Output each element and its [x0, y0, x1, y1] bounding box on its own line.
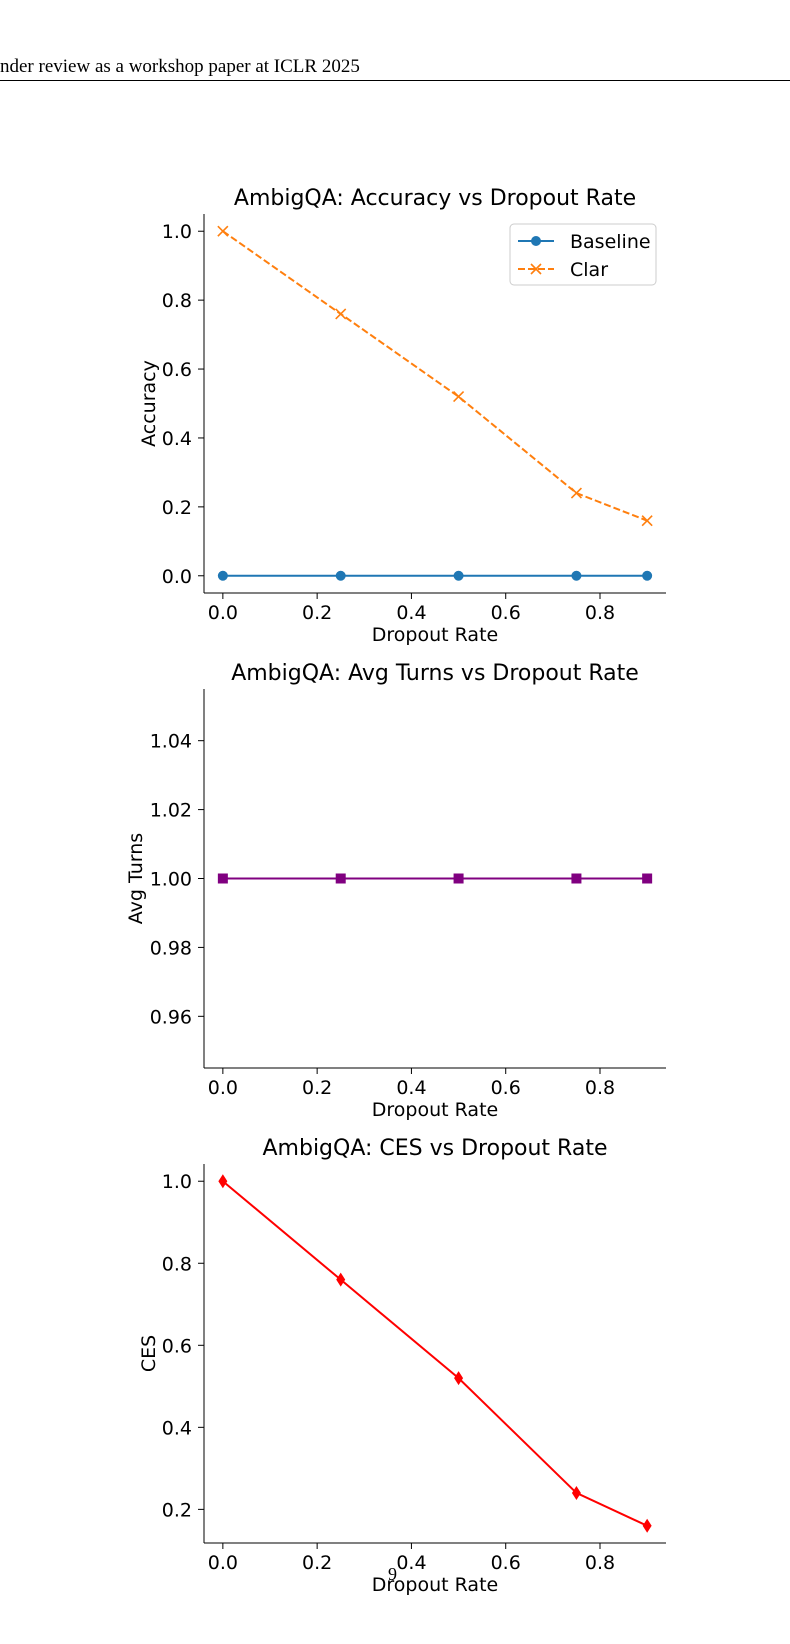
- x-tick-label: 0.0: [208, 602, 238, 624]
- x-tick-label: 0.2: [302, 1077, 332, 1099]
- data-point: [217, 873, 228, 884]
- header-rule: [0, 80, 790, 81]
- y-tick-label: 0.4: [162, 1417, 192, 1439]
- y-tick-label: 1.02: [150, 800, 192, 822]
- legend: Baseline Clar: [509, 223, 657, 286]
- data-point: [570, 487, 582, 499]
- y-tick-label: 1.0: [162, 221, 192, 243]
- y-axis-label: Avg Turns: [125, 833, 147, 924]
- data-point: [642, 873, 653, 884]
- x-tick-label: 0.4: [396, 602, 426, 624]
- x-tick-label: 0.8: [585, 1077, 615, 1099]
- y-tick-label: 0.4: [162, 428, 192, 450]
- y-tick-label: 0.6: [162, 1335, 192, 1357]
- y-tick-label: 1.00: [150, 869, 192, 891]
- y-tick-label: 1.04: [150, 731, 192, 753]
- data-point: [336, 1272, 346, 1287]
- x-axis-label: Dropout Rate: [372, 1574, 498, 1596]
- series-line: [222, 230, 648, 522]
- x-tick-label: 0.0: [208, 1552, 238, 1574]
- x-tick-label: 0.2: [302, 602, 332, 624]
- y-tick-label: 0.8: [162, 290, 192, 312]
- data-point: [335, 570, 346, 581]
- data-point: [335, 873, 346, 884]
- y-tick-label: 0.96: [150, 1006, 192, 1028]
- x-axis-label: Dropout Rate: [372, 624, 498, 646]
- data-point: [571, 570, 582, 581]
- ces-chart: AmbigQA: CES vs Dropout Rate 0.0 0.2 0.4 0.6…: [138, 1136, 666, 1596]
- data-point: [453, 570, 464, 581]
- data-point: [454, 1371, 464, 1386]
- data-point: [217, 225, 229, 237]
- y-axis-label: Accuracy: [138, 360, 160, 447]
- x-tick-label: 0.6: [491, 1077, 521, 1099]
- y-tick-label: 0.2: [162, 497, 192, 519]
- x-tick-label: 0.0: [208, 1077, 238, 1099]
- data-point: [217, 570, 228, 581]
- accuracy-chart: AmbigQA: Accuracy vs Dropout Rate 0.0 0.2 0…: [138, 186, 666, 646]
- x-tick-label: 0.4: [396, 1552, 426, 1574]
- x-tick-label: 0.6: [491, 602, 521, 624]
- y-tick-label: 0.8: [162, 1253, 192, 1275]
- page-header: nder review as a workshop paper at ICLR …: [0, 56, 360, 77]
- data-point: [641, 515, 653, 527]
- data-point: [571, 873, 582, 884]
- y-tick-label: 1.0: [162, 1171, 192, 1193]
- x-tick-label: 0.4: [396, 1077, 426, 1099]
- data-point: [453, 391, 465, 403]
- series-line: [222, 1180, 648, 1527]
- y-tick-label: 0.2: [162, 1499, 192, 1521]
- y-axis-label: CES: [138, 1335, 160, 1372]
- page-number: 9: [388, 1564, 397, 1584]
- data-point: [335, 308, 347, 320]
- x-tick-label: 0.6: [491, 1552, 521, 1574]
- data-point: [642, 1518, 652, 1533]
- x-tick-label: 0.2: [302, 1552, 332, 1574]
- x-tick-label: 0.8: [585, 1552, 615, 1574]
- chart-title: AmbigQA: CES vs Dropout Rate: [263, 1136, 608, 1161]
- data-point: [571, 1485, 581, 1500]
- x-tick-label: 0.8: [585, 602, 615, 624]
- chart-title: AmbigQA: Accuracy vs Dropout Rate: [234, 186, 636, 211]
- data-point: [218, 1174, 228, 1189]
- data-point: [453, 873, 464, 884]
- y-tick-label: 0.6: [162, 359, 192, 381]
- avg-turns-chart: AmbigQA: Avg Turns vs Dropout Rate 0.0 0.2…: [125, 661, 666, 1121]
- legend-label: Baseline: [570, 231, 651, 253]
- legend-label: Clar: [570, 259, 608, 281]
- data-point: [642, 570, 653, 581]
- legend-marker: [530, 263, 542, 275]
- legend-marker: [531, 236, 541, 246]
- y-tick-label: 0.0: [162, 566, 192, 588]
- y-tick-label: 0.98: [150, 937, 192, 959]
- chart-title: AmbigQA: Avg Turns vs Dropout Rate: [231, 661, 639, 686]
- x-axis-label: Dropout Rate: [372, 1099, 498, 1121]
